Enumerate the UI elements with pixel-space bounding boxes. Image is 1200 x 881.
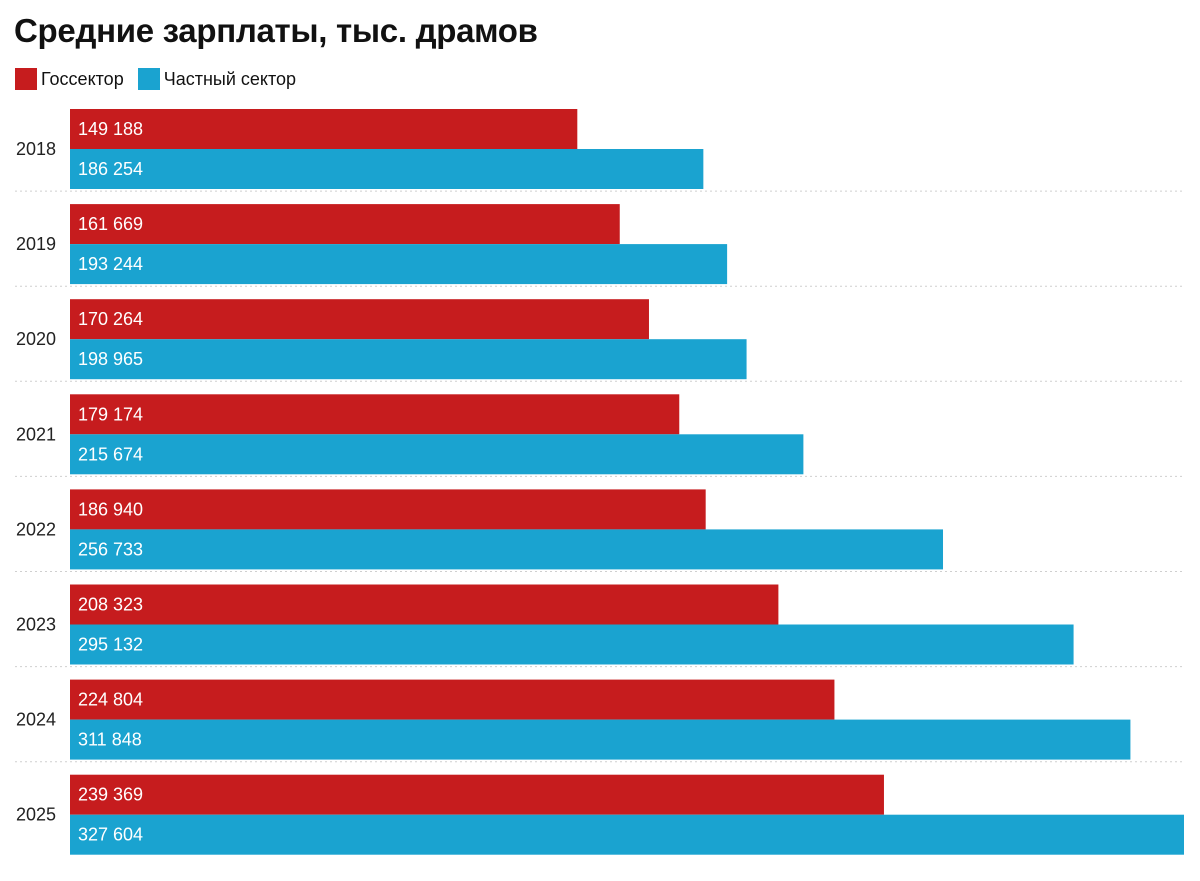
year-label: 2019 — [16, 234, 56, 254]
bar-gov — [70, 584, 779, 625]
bar-private — [70, 149, 704, 189]
bar-gov — [70, 109, 578, 149]
legend: Госсектор Частный сектор — [15, 68, 310, 90]
year-label: 2020 — [16, 329, 56, 349]
bar-label-gov: 186 940 — [78, 499, 143, 519]
year-label: 2022 — [16, 519, 56, 539]
bar-private — [70, 529, 944, 570]
bar-label-private: 215 674 — [78, 444, 143, 464]
bar-private — [70, 339, 747, 380]
year-label: 2023 — [16, 615, 56, 635]
bar-label-gov: 224 804 — [78, 690, 143, 710]
legend-label-private: Частный сектор — [163, 68, 297, 89]
bar-label-gov: 179 174 — [78, 404, 143, 424]
year-label: 2021 — [16, 424, 56, 444]
legend-swatch-private — [137, 68, 160, 90]
legend-item-gov: Госсектор — [15, 68, 124, 90]
bar-label-private: 311 848 — [78, 730, 142, 750]
year-label: 2025 — [16, 805, 56, 825]
legend-item-private: Частный сектор — [137, 68, 297, 90]
bar-label-private: 198 965 — [78, 349, 143, 369]
bar-label-private: 295 132 — [78, 635, 143, 655]
bar-label-gov: 208 323 — [78, 595, 143, 615]
bar-private — [70, 434, 804, 475]
bar-private — [70, 719, 1131, 760]
bar-gov — [70, 489, 706, 530]
bar-private — [70, 244, 728, 285]
bar-label-private: 186 254 — [78, 159, 143, 179]
bar-gov — [70, 679, 835, 720]
bar-private — [70, 814, 1184, 855]
bar-gov — [70, 299, 649, 340]
legend-label-gov: Госсектор — [41, 68, 124, 89]
chart-title: Средние зарплаты, тыс. драмов — [14, 12, 538, 49]
bar-private — [70, 624, 1074, 665]
bar-label-private: 256 733 — [78, 539, 143, 559]
legend-swatch-gov — [15, 68, 37, 90]
year-label: 2018 — [16, 139, 56, 159]
bar-gov — [70, 394, 680, 435]
bar-gov — [70, 774, 884, 815]
year-label: 2024 — [16, 710, 56, 730]
bar-label-private: 193 244 — [78, 254, 143, 274]
bar-gov — [70, 204, 620, 245]
bar-label-private: 327 604 — [78, 825, 143, 845]
bar-label-gov: 161 669 — [78, 214, 143, 234]
bar-label-gov: 239 369 — [78, 785, 143, 805]
bar-label-gov: 170 264 — [78, 309, 143, 329]
bar-label-gov: 149 188 — [78, 119, 143, 139]
